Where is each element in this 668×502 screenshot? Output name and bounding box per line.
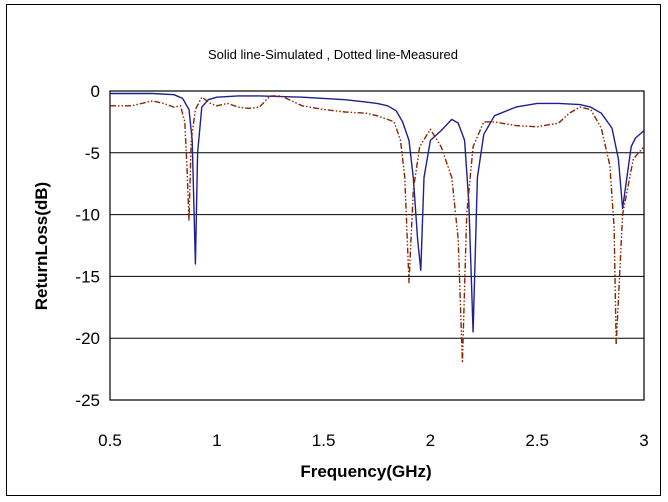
plot-area bbox=[109, 90, 645, 401]
x-tick-label: 2 bbox=[426, 431, 435, 450]
y-tick-label: -20 bbox=[75, 329, 100, 348]
line-chart: Solid line-Simulated , Dotted line-Measu… bbox=[32, 47, 649, 481]
series-lines bbox=[110, 92, 645, 364]
y-tick-label: -5 bbox=[85, 144, 100, 163]
x-tick-labels: 0.5 1 1.5 2 2.5 3 bbox=[98, 431, 649, 450]
x-tick-label: 0.5 bbox=[98, 431, 122, 450]
simulated-series-line bbox=[110, 92, 645, 333]
x-tick-label: 1 bbox=[212, 431, 221, 450]
y-axis-title: ReturnLoss(dB) bbox=[32, 182, 51, 310]
y-tick-label: -25 bbox=[75, 391, 100, 410]
chart-title: Solid line-Simulated , Dotted line-Measu… bbox=[208, 47, 458, 62]
x-tick-label: 3 bbox=[639, 431, 648, 450]
measured-series-line bbox=[110, 95, 645, 364]
chart-area: Solid line-Simulated , Dotted line-Measu… bbox=[6, 4, 661, 496]
x-tick-label: 2.5 bbox=[525, 431, 549, 450]
gridlines bbox=[110, 152, 644, 339]
y-tick-labels: 0 -5 -10 -15 -20 -25 bbox=[75, 82, 100, 410]
x-axis-title: Frequency(GHz) bbox=[300, 462, 431, 481]
y-tick-label: -10 bbox=[75, 206, 100, 225]
y-tick-label: 0 bbox=[91, 82, 100, 101]
x-tick-label: 1.5 bbox=[312, 431, 336, 450]
y-tick-label: -15 bbox=[75, 267, 100, 286]
